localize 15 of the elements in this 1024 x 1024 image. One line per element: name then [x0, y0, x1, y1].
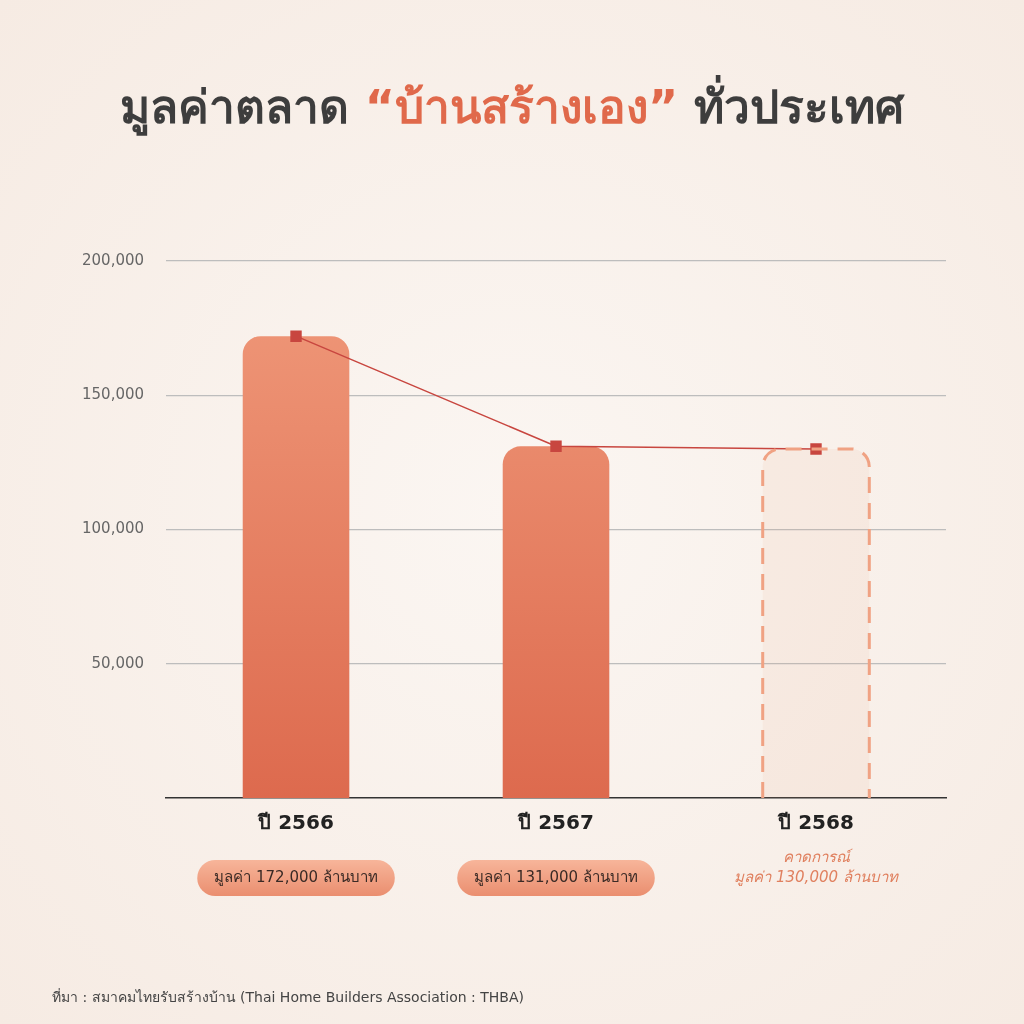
x-tick-label: ปี 2568: [777, 810, 854, 835]
point: [290, 330, 302, 342]
y-tick-label: 50,000: [91, 653, 145, 672]
text: มูลค่า 130,000 ล้านบาท: [734, 867, 899, 886]
data-label: มูลค่า 131,000 ล้านบาท: [474, 867, 638, 886]
x-tick-label: ปี 2566: [257, 810, 334, 835]
text: ที่มา : สมาคมไทยรับสร้างบ้าน (Thai Home Builders Association : THBA): [52, 987, 524, 1007]
y-tick-label: 200,000: [82, 250, 145, 269]
x-tick-label: ปี 2567: [517, 810, 594, 835]
y-tick-label: 100,000: [82, 519, 145, 538]
data-label: มูลค่า 172,000 ล้านบาท: [214, 867, 378, 886]
y-tick-label: 150,000: [82, 385, 145, 404]
text: คาดการณ์: [782, 847, 853, 866]
point: [550, 440, 562, 452]
chart-title: มูลค่าตลาด “บ้านสร้างเอง” ทั่วประเทศ: [118, 74, 906, 138]
